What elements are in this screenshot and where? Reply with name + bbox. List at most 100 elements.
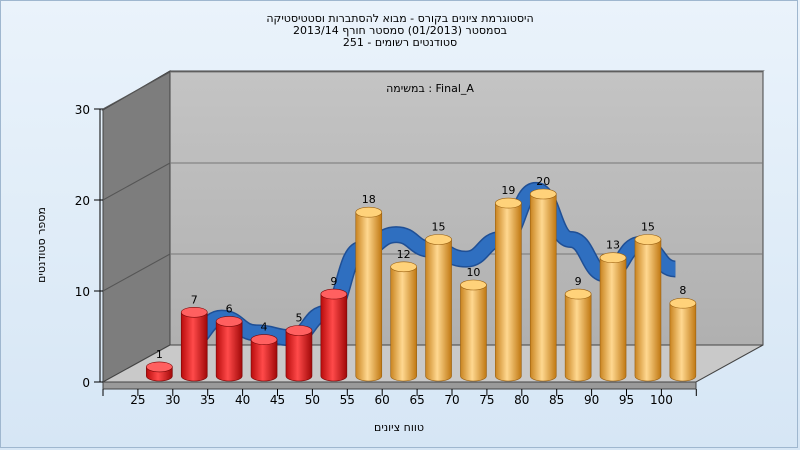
bar-value-label: 6	[226, 302, 233, 315]
bar: 18	[355, 193, 383, 382]
bar: 13	[599, 239, 627, 382]
bar-value-label: 7	[191, 293, 198, 306]
x-tick-label: 25	[130, 393, 145, 407]
left-wall	[102, 70, 171, 383]
bar: 1	[146, 348, 173, 382]
x-tick-label: 75	[479, 393, 494, 407]
bar-top	[146, 361, 173, 373]
gridline	[102, 71, 171, 110]
bars: 1 7 6 4 5 9 18 12 15 10 19 20 9 13 15 8	[146, 175, 697, 382]
x-tick-label: 45	[270, 393, 285, 407]
bar-top	[285, 325, 313, 336]
bar-top	[634, 234, 662, 245]
bar-top	[320, 288, 348, 300]
bar-value-label: 4	[261, 321, 268, 334]
bar-top	[529, 188, 557, 200]
y-tick-label: 10	[75, 285, 90, 299]
x-tick-label: 30	[165, 393, 180, 407]
x-tick-label: 80	[514, 393, 529, 407]
chart-title: היסטוגרמת ציונים בקורס - מבוא להסתברות ו…	[266, 12, 533, 49]
gridline	[102, 253, 171, 292]
bar: 15	[425, 221, 452, 382]
bar-value-label: 9	[330, 275, 337, 288]
bar-body	[529, 193, 557, 382]
bar-top	[495, 197, 522, 209]
bar-top	[669, 297, 697, 309]
bar-value-label: 10	[466, 266, 480, 279]
bar-body	[564, 293, 592, 382]
bar: 9	[320, 275, 348, 382]
bar-value-label: 9	[575, 275, 582, 288]
title-line-1: היסטוגרמת ציונים בקורס - מבוא להסתברות ו…	[266, 12, 533, 25]
bar-body	[599, 257, 627, 382]
y-tick-label: 30	[75, 103, 90, 117]
x-tick-label: 35	[200, 393, 215, 407]
x-tick-label: 95	[619, 393, 634, 407]
bar-body	[180, 312, 208, 382]
bar: 19	[495, 184, 522, 382]
bar-value-label: 8	[679, 284, 686, 297]
bar-value-label: 1	[156, 348, 163, 361]
bar-top	[425, 234, 452, 245]
gridline	[102, 162, 171, 201]
x-tick-label: 60	[375, 393, 390, 407]
bar-top	[599, 252, 627, 264]
bar: 10	[460, 266, 487, 382]
x-tick-label: 40	[235, 393, 250, 407]
bar-body	[320, 293, 348, 382]
bar-body	[285, 330, 313, 382]
y-tick-label: 20	[75, 194, 90, 208]
bar-body	[355, 211, 383, 382]
x-tick-label: 70	[444, 393, 459, 407]
bar-top	[250, 334, 278, 345]
title-line-3: סטודנטים רשומים - 251	[343, 36, 457, 49]
bar-value-label: 5	[295, 312, 302, 325]
x-tick-label: 90	[584, 393, 599, 407]
bar-value-label: 20	[536, 175, 550, 188]
bar: 7	[180, 293, 208, 382]
x-tick-label: 65	[409, 393, 424, 407]
bar-value-label: 15	[641, 221, 655, 234]
bar-body	[460, 284, 487, 382]
x-tick-label: 50	[305, 393, 320, 407]
x-axis: 25 30 35 40 45 50 55 60 65 70 75 80 85 90 95 100	[102, 389, 697, 407]
bar-value-label: 13	[606, 239, 620, 252]
bar: 15	[634, 221, 662, 382]
bar-top	[564, 288, 592, 300]
bar-body	[634, 239, 662, 382]
x-tick-label: 85	[549, 393, 564, 407]
x-tick-label: 100	[650, 393, 673, 407]
bar-top	[215, 316, 243, 327]
y-axis: 0 10 20 30	[75, 103, 103, 390]
y-tick-label: 0	[82, 376, 90, 390]
bar-body	[390, 266, 417, 382]
bar-value-label: 19	[501, 184, 515, 197]
task-annotation: במשימה : Final_A	[386, 82, 474, 95]
bar-top	[390, 261, 417, 273]
bar-value-label: 18	[362, 193, 376, 206]
bar: 4	[250, 321, 278, 382]
x-axis-title: טווח ציונים	[374, 421, 424, 434]
bar: 6	[215, 302, 243, 382]
bar-body	[215, 321, 243, 382]
floor-edge	[102, 381, 697, 390]
bar-body	[425, 239, 452, 382]
bar: 8	[669, 284, 697, 382]
title-line-2: בסמסטר (01/2013) סמסטר חורף 2013/14	[293, 24, 507, 37]
bar: 9	[564, 275, 592, 382]
x-tick-label: 55	[340, 393, 355, 407]
bar: 5	[285, 312, 313, 382]
bar-top	[180, 306, 208, 318]
bar-top	[460, 279, 487, 291]
y-axis-title: מספר סטודנטים	[35, 207, 48, 283]
bar-value-label: 15	[432, 221, 446, 234]
bar-body	[669, 302, 697, 382]
bar: 12	[390, 248, 417, 382]
bar-body	[250, 339, 278, 382]
bar-value-label: 12	[397, 248, 411, 261]
bar: 20	[529, 175, 557, 382]
bar-body	[495, 202, 522, 382]
bar-top	[355, 206, 383, 218]
